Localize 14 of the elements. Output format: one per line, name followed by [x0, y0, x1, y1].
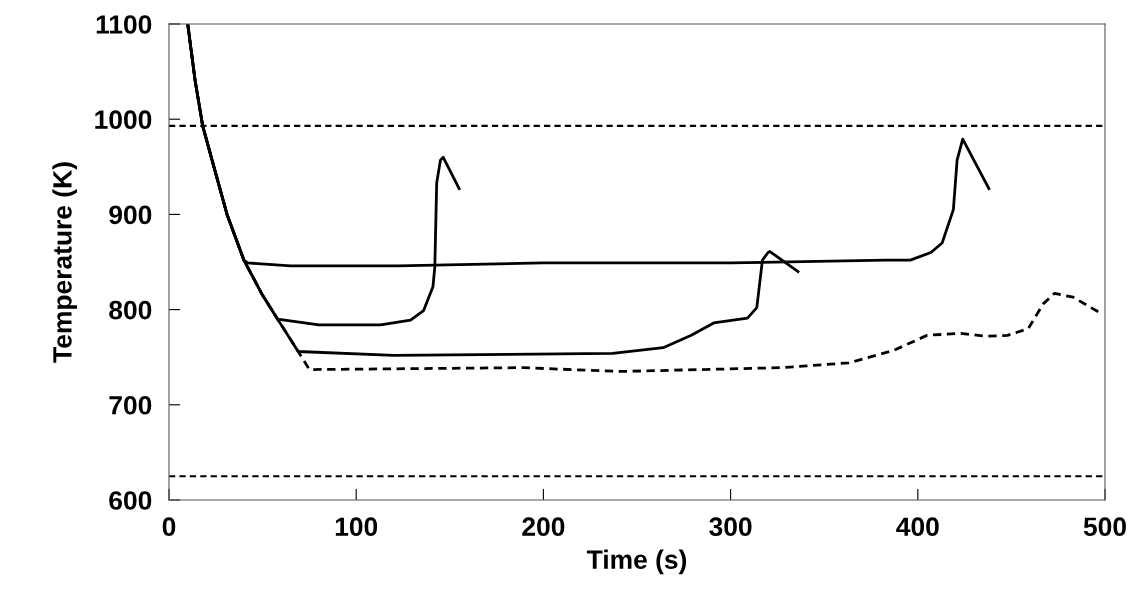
x-tick-label: 500: [1083, 517, 1126, 537]
x-tick-label: 400: [896, 517, 939, 537]
y-axis-title: Temperature (K): [52, 162, 77, 363]
x-tick-label: 100: [335, 517, 378, 537]
y-tick-label: 1000: [95, 110, 152, 130]
y-tick-label: 900: [109, 205, 152, 225]
x-tick-label: 300: [709, 517, 752, 537]
x-axis-title: Time (s): [586, 549, 687, 575]
x-tick-label: 0: [162, 517, 176, 537]
y-tick-label: 800: [109, 300, 152, 320]
y-tick-label: 1100: [96, 15, 152, 34]
x-tick-label: 200: [522, 517, 565, 537]
y-tick-label: 700: [109, 395, 152, 415]
y-tick-label: 600: [109, 491, 152, 510]
